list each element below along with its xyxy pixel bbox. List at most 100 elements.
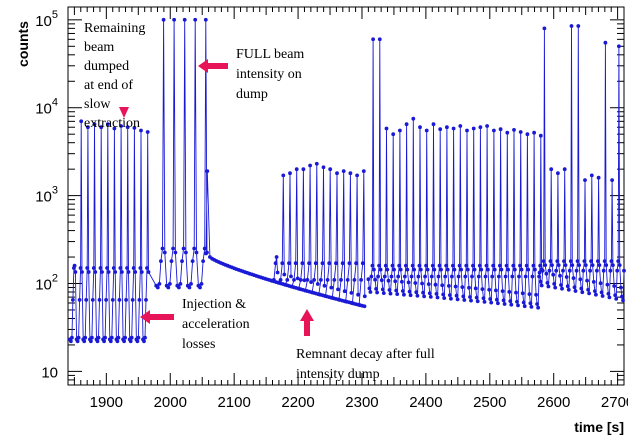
- data-point: [571, 276, 576, 280]
- data-point: [389, 274, 394, 279]
- annotation-remnant: Remnant decay after full intensity dump: [296, 347, 438, 382]
- data-point: [604, 263, 609, 267]
- data-point: [173, 250, 178, 255]
- data-point: [457, 263, 462, 268]
- data-point: [379, 278, 384, 283]
- data-point: [380, 287, 385, 292]
- data-point: [396, 274, 401, 279]
- data-point: [544, 271, 549, 276]
- data-point: [320, 261, 325, 266]
- data-point: [488, 297, 493, 301]
- data-point: [301, 167, 306, 172]
- data-point: [166, 285, 171, 290]
- data-point: [555, 259, 560, 263]
- data-point: [496, 301, 500, 306]
- data-point: [616, 259, 621, 263]
- data-point: [310, 290, 314, 295]
- x-tick-label: 1900: [90, 394, 123, 411]
- data-point: [341, 169, 346, 174]
- data-point: [473, 286, 478, 291]
- data-point: [139, 270, 144, 274]
- data-point: [514, 290, 518, 295]
- x-axis: 1900 2000 2100 2200 2300 2400 2500 2600 2700: [73, 7, 628, 411]
- data-point: [78, 266, 83, 270]
- data-point: [578, 277, 583, 282]
- data-point: [145, 130, 150, 134]
- data-point: [598, 281, 603, 286]
- data-point: [469, 298, 473, 303]
- data-point: [470, 274, 474, 279]
- data-point: [510, 274, 515, 279]
- data-point: [273, 261, 278, 266]
- data-point: [85, 266, 90, 270]
- data-point: [602, 259, 607, 263]
- data-point: [447, 284, 451, 288]
- data-point: [418, 267, 423, 272]
- data-point: [72, 263, 77, 268]
- data-point: [345, 278, 350, 282]
- data-point: [502, 302, 507, 306]
- data-point: [378, 267, 383, 272]
- data-point: [392, 267, 396, 272]
- data-point: [73, 270, 78, 274]
- data-point: [408, 293, 413, 298]
- data-point: [416, 274, 421, 279]
- data-point: [369, 274, 374, 279]
- data-point: [340, 261, 345, 266]
- y-tick-label: 105: [35, 9, 58, 30]
- data-point: [347, 261, 352, 266]
- data-point: [427, 291, 432, 296]
- data-point: [162, 250, 167, 255]
- data-point: [194, 250, 199, 255]
- data-point: [300, 261, 305, 266]
- data-point: [362, 294, 367, 299]
- data-point: [130, 298, 135, 302]
- data-point: [395, 292, 400, 296]
- data-point: [182, 17, 187, 22]
- data-point: [561, 268, 565, 273]
- data-point: [120, 270, 124, 274]
- data-point: [492, 267, 497, 272]
- data-point: [336, 287, 340, 292]
- data-point: [489, 300, 494, 305]
- data-point: [512, 267, 517, 272]
- y-tick-label: 104: [35, 97, 58, 118]
- data-point: [381, 291, 386, 295]
- x-tick-label: 2200: [281, 394, 314, 411]
- data-point: [595, 268, 599, 273]
- data-point: [562, 259, 566, 263]
- data-point: [589, 259, 593, 263]
- data-point: [203, 17, 208, 22]
- data-point: [181, 246, 186, 251]
- data-point: [201, 259, 206, 263]
- data-point: [204, 251, 208, 256]
- data-point: [82, 339, 87, 344]
- data-point: [102, 339, 106, 344]
- data-point: [184, 250, 188, 255]
- data-point: [159, 259, 163, 263]
- data-point: [498, 263, 502, 268]
- data-point: [538, 279, 543, 284]
- data-point: [272, 278, 276, 282]
- data-point: [518, 130, 523, 134]
- data-point: [588, 268, 592, 273]
- data-point: [589, 173, 594, 178]
- data-point: [403, 274, 407, 279]
- data-point: [356, 292, 360, 297]
- data-point: [482, 300, 487, 304]
- data-point: [478, 125, 483, 130]
- data-point: [516, 303, 520, 308]
- data-point: [323, 294, 328, 298]
- data-point: [69, 339, 73, 344]
- data-point: [285, 278, 290, 282]
- data-point: [376, 274, 380, 279]
- data-point: [414, 290, 419, 295]
- data-point: [335, 171, 339, 176]
- data-point: [202, 246, 207, 251]
- data-point: [568, 259, 573, 263]
- data-point: [281, 173, 286, 178]
- data-point: [512, 127, 516, 132]
- data-point: [138, 266, 143, 270]
- data-point: [283, 282, 288, 287]
- data-point: [100, 270, 104, 274]
